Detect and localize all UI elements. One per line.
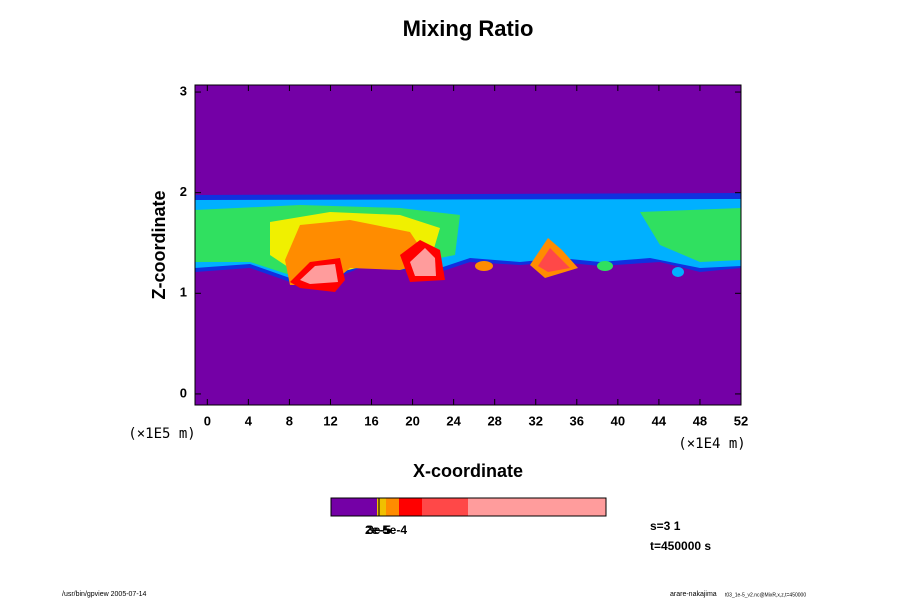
colorbar-segment <box>399 498 422 516</box>
annotation: t=450000 s <box>650 539 711 553</box>
colorbar-segment <box>331 498 377 516</box>
x-unit: (×1E4 m) <box>678 436 745 452</box>
field-region <box>640 208 741 262</box>
x-tick-label: 40 <box>611 413 625 428</box>
x-tick-label: 32 <box>529 413 543 428</box>
field-region <box>410 248 436 276</box>
colorbar-frame <box>330 497 607 517</box>
y-tick-label: 0 <box>180 385 187 400</box>
x-tick-label: 0 <box>204 413 211 428</box>
colorbar-segment <box>468 498 606 516</box>
colorbar-segment <box>386 498 399 516</box>
x-tick-label: 24 <box>446 413 461 428</box>
x-tick-label: 28 <box>487 413 501 428</box>
colorbar-segment <box>422 498 468 516</box>
x-tick-label: 20 <box>405 413 419 428</box>
x-tick-label: 8 <box>286 413 293 428</box>
contour-field <box>195 85 741 405</box>
colorbar-label: 3e-5 <box>367 523 391 537</box>
x-axis-label: X-coordinate <box>413 461 523 481</box>
footer-left: /usr/bin/gpview 2005-07-14 <box>62 591 147 598</box>
annotation: s=3 1 <box>650 519 681 533</box>
y-unit: (×1E5 m) <box>128 426 195 442</box>
colorbar-label: 5e-4 <box>383 523 407 537</box>
plot-frame <box>194 84 742 406</box>
colorbar-segment <box>377 498 386 516</box>
y-tick-label: 2 <box>180 184 187 199</box>
field-region <box>597 261 613 271</box>
footer-right-small: t03_1e-5_v2.nc@MixR,x,z,t=450000 <box>725 592 806 598</box>
x-tick-label: 44 <box>652 413 667 428</box>
chart-title: Mixing Ratio <box>403 16 534 41</box>
x-tick-label: 16 <box>364 413 378 428</box>
field-region <box>538 248 570 272</box>
x-tick-label: 36 <box>570 413 584 428</box>
y-axis-label: Z-coordinate <box>149 190 169 299</box>
x-tick-label: 4 <box>245 413 253 428</box>
footer-right: arare-nakajima <box>670 591 717 598</box>
y-tick-label: 3 <box>180 83 187 98</box>
y-tick-label: 1 <box>180 285 187 300</box>
x-tick-label: 48 <box>693 413 707 428</box>
field-region <box>300 264 338 284</box>
colorbar-label: 2e-5 <box>365 523 389 537</box>
field-region <box>475 261 493 271</box>
x-tick-label: 12 <box>323 413 337 428</box>
field-region <box>672 267 684 277</box>
x-tick-label: 52 <box>734 413 748 428</box>
